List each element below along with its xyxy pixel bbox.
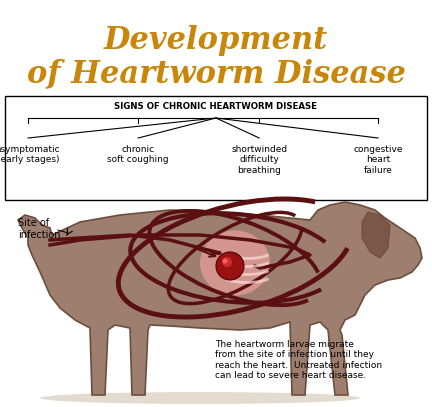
Ellipse shape xyxy=(222,257,232,267)
Text: The heartworm larvae migrate
from the site of infection until they
reach the hea: The heartworm larvae migrate from the si… xyxy=(215,340,382,380)
Text: Development: Development xyxy=(104,25,328,56)
Text: shortwinded
difficulty
breathing: shortwinded difficulty breathing xyxy=(231,145,287,175)
Text: asymptomatic
(early stages): asymptomatic (early stages) xyxy=(0,145,60,164)
Ellipse shape xyxy=(216,252,244,280)
Text: Site of
infection: Site of infection xyxy=(18,218,60,240)
Ellipse shape xyxy=(40,392,360,404)
Text: congestive
heart
failure: congestive heart failure xyxy=(353,145,403,175)
Text: SIGNS OF CHRONIC HEARTWORM DISEASE: SIGNS OF CHRONIC HEARTWORM DISEASE xyxy=(114,102,318,111)
Polygon shape xyxy=(362,212,390,258)
Ellipse shape xyxy=(200,230,270,295)
Text: chronic
soft coughing: chronic soft coughing xyxy=(108,145,169,164)
Polygon shape xyxy=(18,202,422,395)
Text: of Heartworm Disease: of Heartworm Disease xyxy=(26,58,406,89)
Bar xyxy=(5,96,427,200)
Ellipse shape xyxy=(222,258,228,263)
